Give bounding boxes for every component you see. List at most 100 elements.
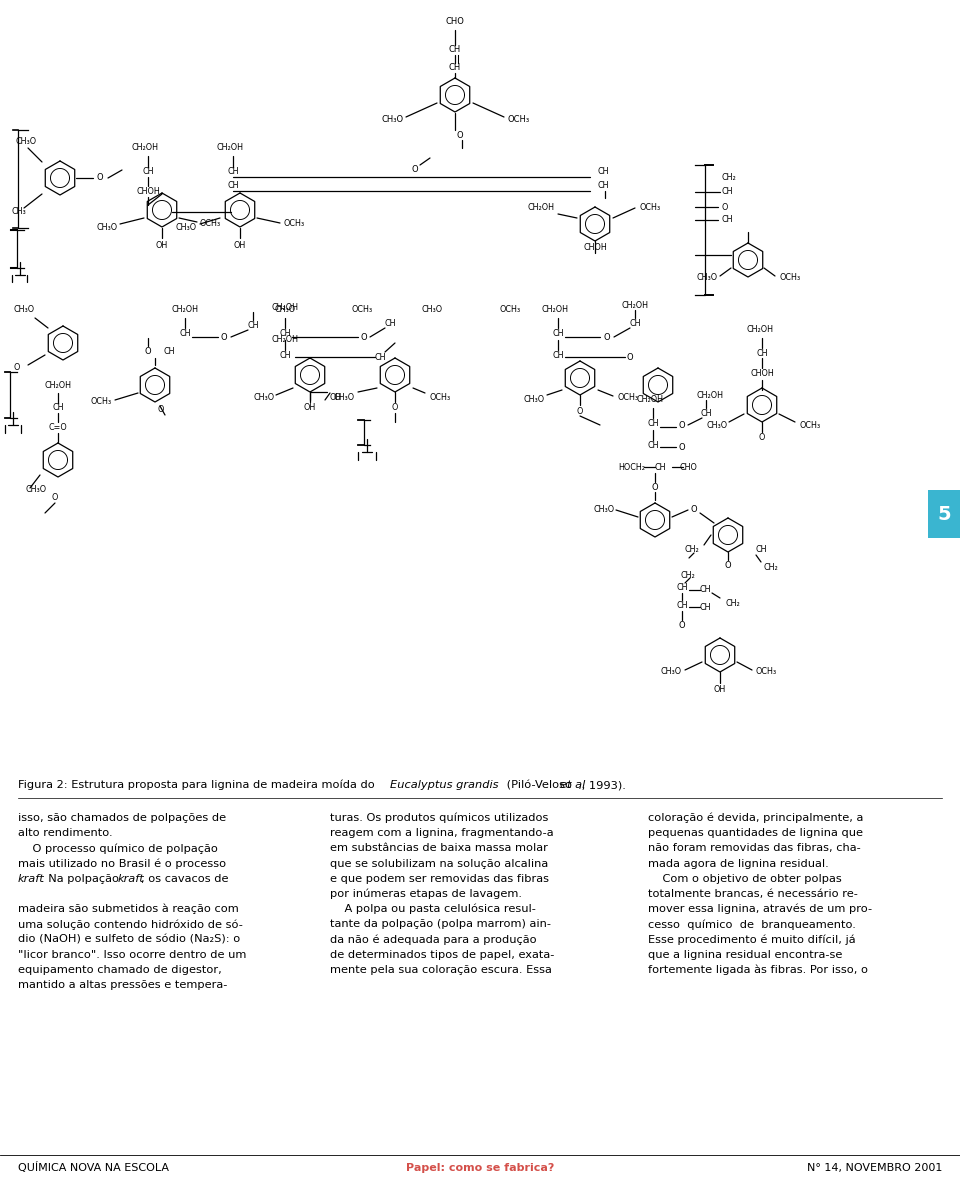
Text: CH: CH: [722, 188, 733, 196]
Text: CHOH: CHOH: [583, 243, 607, 253]
Text: O: O: [725, 560, 732, 570]
Text: O: O: [412, 165, 419, 175]
Text: CH₂OH: CH₂OH: [697, 390, 724, 400]
Text: , os cavacos de: , os cavacos de: [141, 874, 228, 883]
Text: CH₃O: CH₃O: [275, 305, 296, 315]
Text: CH: CH: [552, 351, 564, 359]
Text: CH₂: CH₂: [725, 598, 740, 608]
Text: CH₂OH: CH₂OH: [272, 304, 299, 312]
Text: CH: CH: [228, 168, 239, 176]
Text: CH: CH: [449, 63, 461, 73]
Text: CHOH: CHOH: [136, 187, 160, 195]
Text: por inúmeras etapas de lavagem.: por inúmeras etapas de lavagem.: [330, 888, 522, 899]
Text: CH: CH: [676, 583, 687, 593]
Text: CH: CH: [756, 348, 768, 358]
Text: OCH₃: OCH₃: [800, 420, 821, 430]
Text: CH₂OH: CH₂OH: [272, 335, 299, 345]
Text: CH₃O: CH₃O: [14, 305, 36, 315]
Text: C=O: C=O: [49, 423, 67, 431]
Text: não foram removidas das fibras, cha-: não foram removidas das fibras, cha-: [648, 844, 861, 853]
Text: tante da polpação (polpa marrom) ain-: tante da polpação (polpa marrom) ain-: [330, 919, 551, 929]
Text: N° 14, NOVEMBRO 2001: N° 14, NOVEMBRO 2001: [806, 1163, 942, 1173]
Text: CHO: CHO: [445, 18, 465, 26]
Text: O: O: [97, 174, 104, 182]
Text: CH: CH: [647, 440, 659, 450]
Text: . Na polpação: . Na polpação: [41, 874, 123, 883]
Text: CH₃O: CH₃O: [15, 138, 36, 146]
Text: QUÍMICA NOVA NA ESCOLA: QUÍMICA NOVA NA ESCOLA: [18, 1162, 169, 1173]
Text: O: O: [679, 443, 685, 451]
Text: da não é adequada para a produção: da não é adequada para a produção: [330, 935, 537, 944]
Text: CH₂OH: CH₂OH: [172, 305, 199, 315]
Text: mover essa lignina, através de um pro-: mover essa lignina, através de um pro-: [648, 904, 872, 915]
Text: alto rendimento.: alto rendimento.: [18, 828, 112, 838]
Text: CH₃O: CH₃O: [660, 668, 682, 676]
Text: CH₂: CH₂: [681, 571, 695, 579]
Text: HOCH₂: HOCH₂: [618, 463, 645, 473]
Text: CH: CH: [384, 318, 396, 328]
Text: CH: CH: [142, 168, 154, 176]
Text: O: O: [52, 493, 59, 503]
Text: Com o objetivo de obter polpas: Com o objetivo de obter polpas: [648, 874, 842, 883]
Text: CH₂: CH₂: [763, 564, 778, 572]
Text: CH: CH: [655, 463, 665, 473]
Text: CHO: CHO: [679, 463, 697, 473]
Text: O: O: [627, 352, 634, 361]
Text: CH₃O: CH₃O: [707, 420, 728, 430]
Text: CHOH: CHOH: [750, 369, 774, 377]
Text: CH: CH: [629, 318, 640, 328]
Text: que a lignina residual encontra-se: que a lignina residual encontra-se: [648, 949, 842, 960]
Text: CH: CH: [248, 321, 259, 329]
Text: A polpa ou pasta celulósica resul-: A polpa ou pasta celulósica resul-: [330, 904, 536, 915]
Text: CH₂OH: CH₂OH: [132, 144, 158, 152]
Text: CH: CH: [279, 328, 291, 338]
Text: O: O: [14, 364, 20, 372]
Text: CH₃O: CH₃O: [382, 115, 404, 124]
Text: CH: CH: [699, 602, 710, 612]
Text: CH₂OH: CH₂OH: [217, 144, 244, 152]
Text: CH₂OH: CH₂OH: [621, 300, 649, 310]
Text: O: O: [758, 432, 765, 442]
Text: O: O: [679, 420, 685, 430]
Text: OCH₃: OCH₃: [351, 305, 372, 315]
Text: mente pela sua coloração escura. Essa: mente pela sua coloração escura. Essa: [330, 965, 552, 976]
Text: O processo químico de polpação: O processo químico de polpação: [18, 843, 218, 853]
Text: CH₃O: CH₃O: [421, 305, 443, 315]
Text: Figura 2: Estrutura proposta para lignina de madeira moída do: Figura 2: Estrutura proposta para lignin…: [18, 779, 378, 790]
Text: OH: OH: [714, 686, 726, 694]
Text: uma solução contendo hidróxido de só-: uma solução contendo hidróxido de só-: [18, 919, 243, 930]
Text: OCH₃: OCH₃: [507, 115, 529, 124]
Text: CH₂OH: CH₂OH: [747, 326, 774, 334]
Text: Eucalyptus grandis: Eucalyptus grandis: [390, 780, 498, 790]
Text: O: O: [221, 333, 228, 341]
Text: CH: CH: [374, 352, 386, 361]
Text: de determinados tipos de papel, exata-: de determinados tipos de papel, exata-: [330, 949, 554, 960]
Text: CH: CH: [163, 347, 175, 357]
Text: dio (NaOH) e sulfeto de sódio (Na₂S): o: dio (NaOH) e sulfeto de sódio (Na₂S): o: [18, 935, 240, 944]
Text: CH₃O: CH₃O: [594, 505, 615, 515]
Text: CH: CH: [52, 403, 63, 413]
Text: OCH₃: OCH₃: [780, 273, 802, 282]
Text: O: O: [361, 333, 368, 341]
Text: CH: CH: [449, 45, 461, 55]
Bar: [928, 490, 960, 537]
Text: OCH₃: OCH₃: [499, 305, 520, 315]
Text: O: O: [652, 482, 659, 492]
Text: CH₃O: CH₃O: [334, 394, 355, 402]
Text: CH₃: CH₃: [12, 207, 27, 217]
Text: kraft: kraft: [18, 874, 45, 883]
Text: mais utilizado no Brasil é o processo: mais utilizado no Brasil é o processo: [18, 858, 227, 869]
Text: equipamento chamado de digestor,: equipamento chamado de digestor,: [18, 965, 222, 976]
Text: CH₃O: CH₃O: [176, 223, 197, 231]
Text: isso, são chamados de polpações de: isso, são chamados de polpações de: [18, 813, 227, 824]
Text: CH: CH: [700, 408, 711, 418]
Text: Esse procedimento é muito difícil, já: Esse procedimento é muito difícil, já: [648, 935, 855, 944]
Text: CH: CH: [228, 181, 239, 189]
Text: (Piló-Veloso: (Piló-Veloso: [503, 780, 576, 790]
Text: OH: OH: [234, 242, 246, 250]
Text: OCH₃: OCH₃: [200, 219, 221, 227]
Text: OCH₃: OCH₃: [284, 219, 305, 229]
Text: CH: CH: [647, 419, 659, 427]
Text: O: O: [457, 130, 464, 140]
Text: CH: CH: [597, 168, 609, 176]
